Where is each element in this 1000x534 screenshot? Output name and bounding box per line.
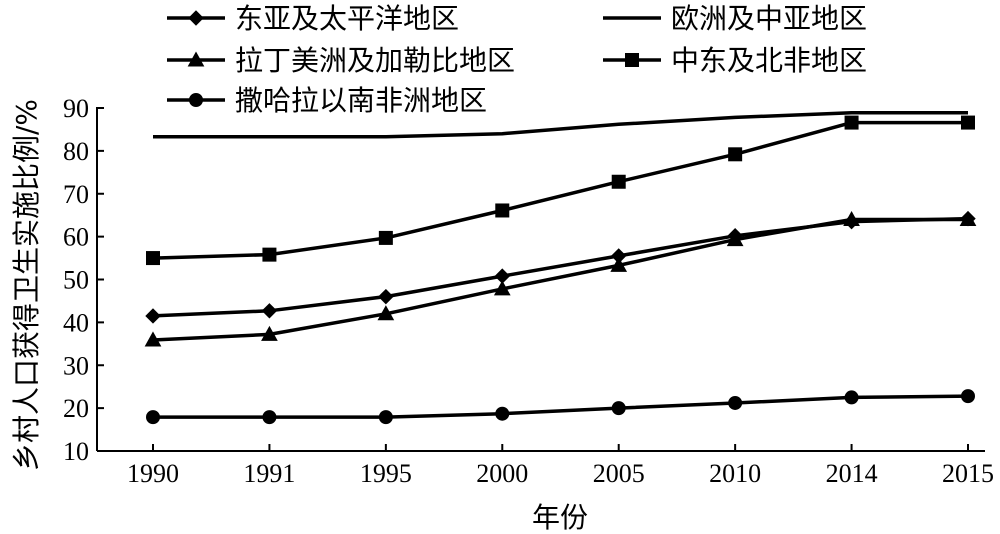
- data-point: [146, 410, 160, 425]
- data-point: [959, 210, 977, 226]
- legend-item: 东亚及太平洋地区: [167, 2, 459, 35]
- x-tick-label: 1991: [243, 459, 295, 488]
- series-2: [144, 210, 977, 347]
- series-line: [153, 110, 968, 139]
- legend-label: 东亚及太平洋地区: [235, 2, 459, 35]
- y-tick-label: 10: [63, 437, 89, 466]
- series-layer: [144, 110, 977, 425]
- data-point: [145, 308, 161, 324]
- series-line: [152, 120, 968, 260]
- axes: 10 20 30 40 50 60 70 80 90 1990 1991 1995 2000 2005 20…: [63, 94, 994, 488]
- data-point: [378, 288, 394, 305]
- y-tick-label: 90: [63, 94, 89, 123]
- series-4: [146, 389, 975, 425]
- series-line: [152, 216, 969, 318]
- x-tick-label: 1990: [127, 459, 179, 488]
- legend-item: 撒哈拉以南非洲地区: [167, 84, 487, 117]
- data-point: [146, 251, 160, 266]
- y-tick-label: 80: [63, 137, 89, 166]
- y-tick-label: 30: [63, 351, 89, 380]
- legend-marker: [625, 53, 639, 67]
- data-point: [961, 389, 975, 404]
- x-tick-label: 2015: [942, 459, 994, 488]
- series-3: [146, 115, 975, 266]
- y-tick-label: 50: [63, 266, 89, 295]
- y-tick-label: 40: [63, 308, 89, 337]
- data-point: [844, 390, 859, 405]
- legend-marker: [189, 93, 203, 107]
- legend-item: 欧洲及中亚地区: [603, 2, 867, 35]
- data-point: [728, 395, 743, 410]
- series-line: [152, 217, 968, 342]
- legend-label: 撒哈拉以南非洲地区: [235, 84, 487, 117]
- legend-marker: [188, 10, 204, 26]
- y-tick-label: 60: [63, 223, 89, 252]
- x-tick-label: 2014: [826, 459, 878, 488]
- data-point: [261, 325, 278, 341]
- legend-label: 中东及北非地区: [671, 44, 867, 77]
- legend-item: 拉丁美洲及加勒比地区: [167, 44, 515, 77]
- y-tick-label: 70: [63, 180, 89, 209]
- data-point: [844, 115, 859, 130]
- legend-item: 中东及北非地区: [603, 44, 867, 77]
- data-point: [493, 280, 511, 296]
- y-axis-label: 乡村人口获得卫生实施比例/%: [10, 99, 43, 471]
- data-point: [961, 115, 975, 130]
- data-point: [611, 174, 626, 189]
- data-point: [262, 247, 277, 262]
- data-point: [377, 305, 395, 321]
- data-point: [495, 406, 510, 421]
- data-point: [261, 303, 278, 319]
- data-point: [144, 331, 162, 347]
- x-tick-label: 2005: [593, 459, 645, 488]
- data-point: [378, 230, 393, 245]
- legend-label: 欧洲及中亚地区: [671, 2, 867, 35]
- data-point: [726, 231, 744, 247]
- data-point: [495, 203, 510, 218]
- data-point: [610, 256, 628, 272]
- x-tick-label: 2010: [709, 459, 761, 488]
- y-tick-label: 20: [63, 394, 89, 423]
- legend-label: 拉丁美洲及加勒比地区: [235, 44, 515, 77]
- data-point: [262, 410, 277, 425]
- series-1: [153, 110, 968, 139]
- x-tick-label: 1995: [360, 459, 412, 488]
- series-line: [153, 394, 969, 419]
- data-point: [843, 210, 860, 226]
- data-point: [378, 410, 393, 425]
- x-tick-label: 2000: [476, 459, 528, 488]
- data-point: [728, 147, 743, 162]
- series-0: [145, 210, 976, 324]
- x-axis-label: 年份: [532, 501, 588, 534]
- data-point: [611, 401, 626, 416]
- legend-marker: [187, 51, 205, 67]
